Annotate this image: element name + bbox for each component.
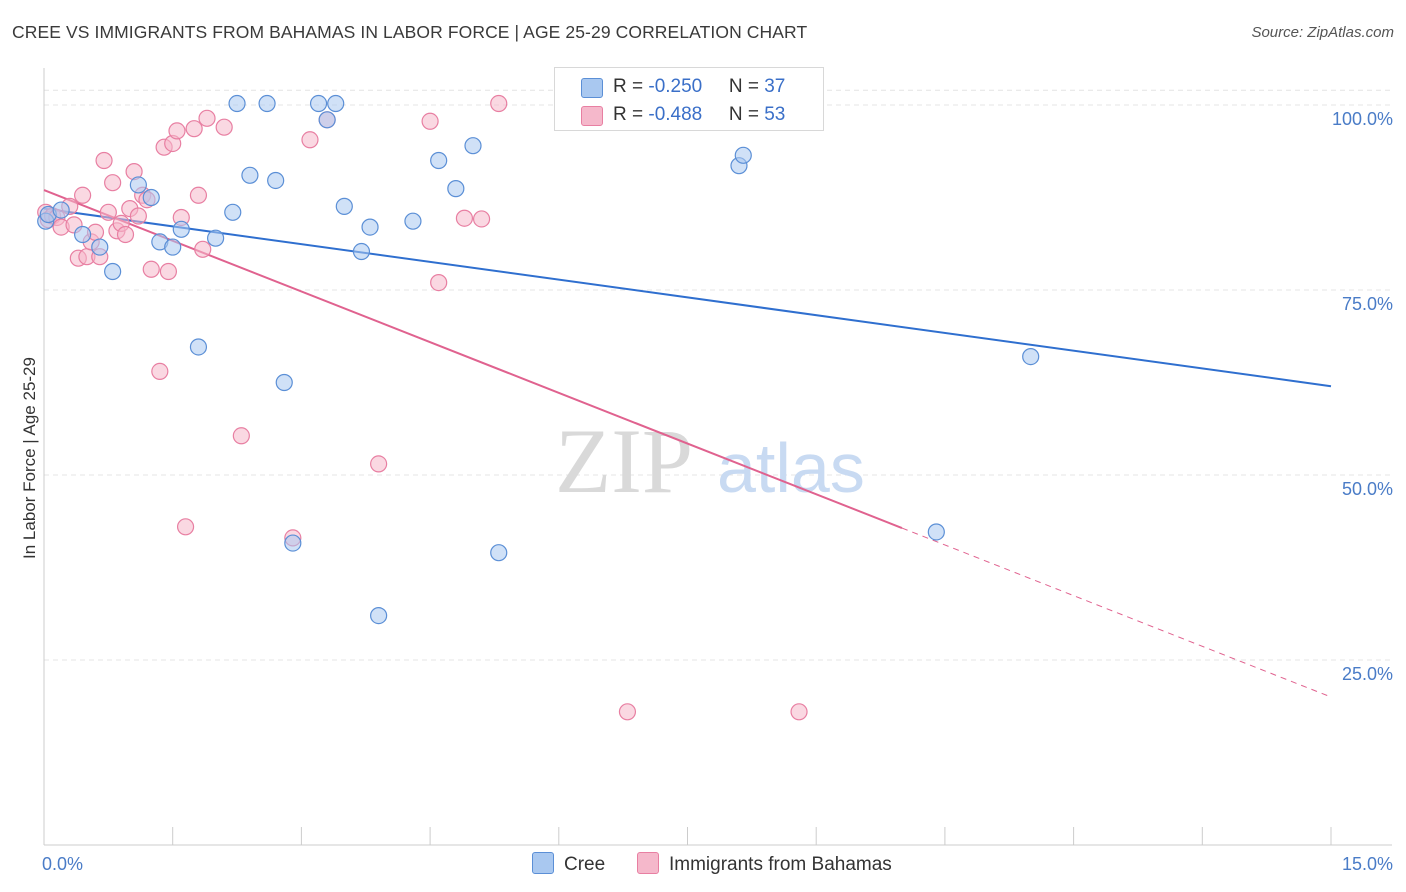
chart-title: CREE VS IMMIGRANTS FROM BAHAMAS IN LABOR… [12, 22, 808, 42]
watermark: ZIP atlas [555, 410, 865, 512]
bottom-legend-label-bahamas: Immigrants from Bahamas [669, 854, 892, 875]
point-bahamas [232, 427, 250, 445]
point-cree [224, 203, 242, 221]
x-tick-label: 15.0% [1342, 854, 1393, 874]
point-bahamas [104, 174, 122, 192]
point-cree [361, 218, 379, 236]
axes: 100.0% 75.0% 50.0% 25.0% 0.0% 15.0% [42, 68, 1393, 874]
point-bahamas [370, 455, 388, 473]
point-bahamas [472, 210, 491, 228]
point-cree [352, 242, 371, 261]
point-cree [267, 171, 285, 190]
y-tick-label: 75.0% [1342, 294, 1393, 314]
point-bahamas [159, 262, 178, 281]
legend-box: R = -0.250 N = 37 R = -0.488 N = 53 [554, 67, 824, 131]
point-bahamas [116, 225, 135, 244]
watermark-zip: ZIP [555, 410, 693, 512]
bottom-legend-label-cree: Cree [564, 854, 606, 875]
point-bahamas [74, 186, 92, 204]
point-bahamas [618, 703, 637, 721]
bottom-legend-bahamas: Immigrants from Bahamas [637, 852, 892, 876]
point-bahamas [455, 209, 474, 227]
point-cree [189, 338, 208, 356]
point-cree [318, 111, 336, 129]
point-bahamas [129, 207, 147, 225]
point-bahamas [142, 260, 160, 278]
point-bahamas [151, 362, 169, 380]
point-bahamas [185, 120, 203, 138]
legend-n-label-cree: N = [728, 76, 765, 97]
bottom-legend-swatch-cree [532, 852, 554, 874]
point-bahamas [99, 203, 117, 221]
point-bahamas [490, 94, 508, 113]
point-cree [207, 229, 225, 247]
legend-n-value-bahamas: 53 [764, 104, 786, 125]
point-bahamas [421, 112, 439, 130]
point-cree [74, 225, 92, 244]
point-cree [927, 523, 945, 541]
legend-r-label-bahamas: R = [613, 104, 649, 125]
point-bahamas [95, 151, 113, 170]
legend-r-value-bahamas: -0.488 [648, 104, 703, 125]
point-cree [327, 94, 345, 113]
point-cree [164, 238, 182, 256]
point-cree [447, 180, 465, 198]
y-tick-label: 25.0% [1342, 664, 1393, 684]
point-bahamas [168, 122, 186, 140]
point-cree [1022, 348, 1040, 366]
point-cree [309, 94, 328, 113]
point-cree [91, 238, 109, 256]
legend-swatch-cree [581, 78, 603, 98]
trend-line-bahamas [43, 189, 903, 529]
x-tick-label: 0.0% [42, 854, 83, 874]
point-bahamas [430, 274, 448, 292]
point-cree [490, 544, 508, 562]
point-bahamas [176, 518, 195, 536]
point-cree [172, 220, 190, 238]
point-cree [464, 137, 482, 155]
point-bahamas [194, 240, 212, 258]
point-bahamas [301, 131, 319, 149]
legend-row-cree: R = -0.250 N = 37 [555, 73, 823, 101]
point-cree [335, 197, 353, 215]
point-cree [275, 373, 293, 392]
legend-n-label-bahamas: N = [728, 104, 765, 125]
data-points [37, 94, 1040, 721]
point-cree [284, 534, 302, 552]
point-cree [142, 188, 160, 207]
point-cree [104, 262, 122, 281]
point-cree [52, 201, 70, 219]
point-cree [241, 166, 259, 184]
point-cree [258, 94, 276, 113]
legend-r-value-cree: -0.250 [648, 76, 703, 97]
trend-line-cree [43, 207, 1332, 388]
trend-line-bahamas-extension [901, 527, 1332, 698]
y-tick-label: 50.0% [1342, 479, 1393, 499]
point-bahamas [790, 703, 808, 721]
watermark-atlas: atlas [717, 429, 865, 507]
point-cree [228, 94, 246, 113]
legend-row-bahamas: R = -0.488 N = 53 [555, 101, 823, 129]
source-label: Source: ZipAtlas.com [1251, 24, 1394, 41]
bottom-legend-swatch-bahamas [637, 852, 659, 874]
point-bahamas [189, 186, 208, 204]
bottom-legend-cree: Cree [532, 852, 605, 876]
y-axis-label: In Labor Force | Age 25-29 [20, 357, 39, 559]
trend-lines [43, 189, 1332, 698]
point-cree [430, 151, 448, 170]
point-cree [370, 606, 388, 625]
point-cree [734, 146, 752, 164]
point-bahamas [215, 118, 233, 136]
legend-n-value-cree: 37 [764, 76, 786, 97]
point-cree [129, 176, 147, 194]
legend-r-label-cree: R = [613, 76, 649, 97]
legend-swatch-bahamas [581, 106, 603, 126]
point-cree [404, 212, 422, 230]
y-tick-label: 100.0% [1332, 109, 1393, 129]
point-bahamas [198, 109, 216, 127]
